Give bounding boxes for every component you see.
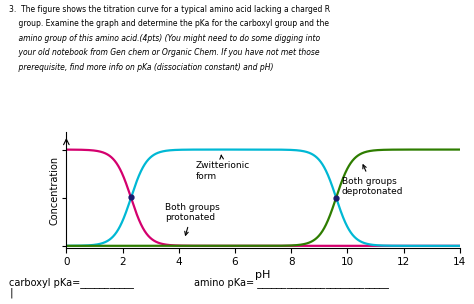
X-axis label: pH: pH bbox=[255, 270, 271, 280]
Text: prerequisite, find more info on pKa (dissociation constant) and pH): prerequisite, find more info on pKa (dis… bbox=[9, 63, 274, 72]
Text: carboxyl pKa=___________: carboxyl pKa=___________ bbox=[9, 277, 134, 288]
Text: group. Examine the graph and determine the pKa for the carboxyl group and the: group. Examine the graph and determine t… bbox=[9, 19, 329, 28]
Text: 3.  The figure shows the titration curve for a typical amino acid lacking a char: 3. The figure shows the titration curve … bbox=[9, 5, 330, 14]
Text: amino group of this amino acid.(4pts) (You might need to do some digging into: amino group of this amino acid.(4pts) (Y… bbox=[9, 34, 320, 43]
Text: amino pKa= ___________________________: amino pKa= ___________________________ bbox=[194, 277, 389, 288]
Text: your old notebook from Gen chem or Organic Chem. If you have not met those: your old notebook from Gen chem or Organ… bbox=[9, 48, 320, 57]
Text: Both groups
deprotonated: Both groups deprotonated bbox=[342, 165, 403, 196]
Text: Zwitterionic
form: Zwitterionic form bbox=[196, 155, 250, 181]
Y-axis label: Concentration: Concentration bbox=[49, 155, 59, 225]
Text: Both groups
protonated: Both groups protonated bbox=[164, 202, 219, 235]
Text: |: | bbox=[9, 287, 13, 298]
